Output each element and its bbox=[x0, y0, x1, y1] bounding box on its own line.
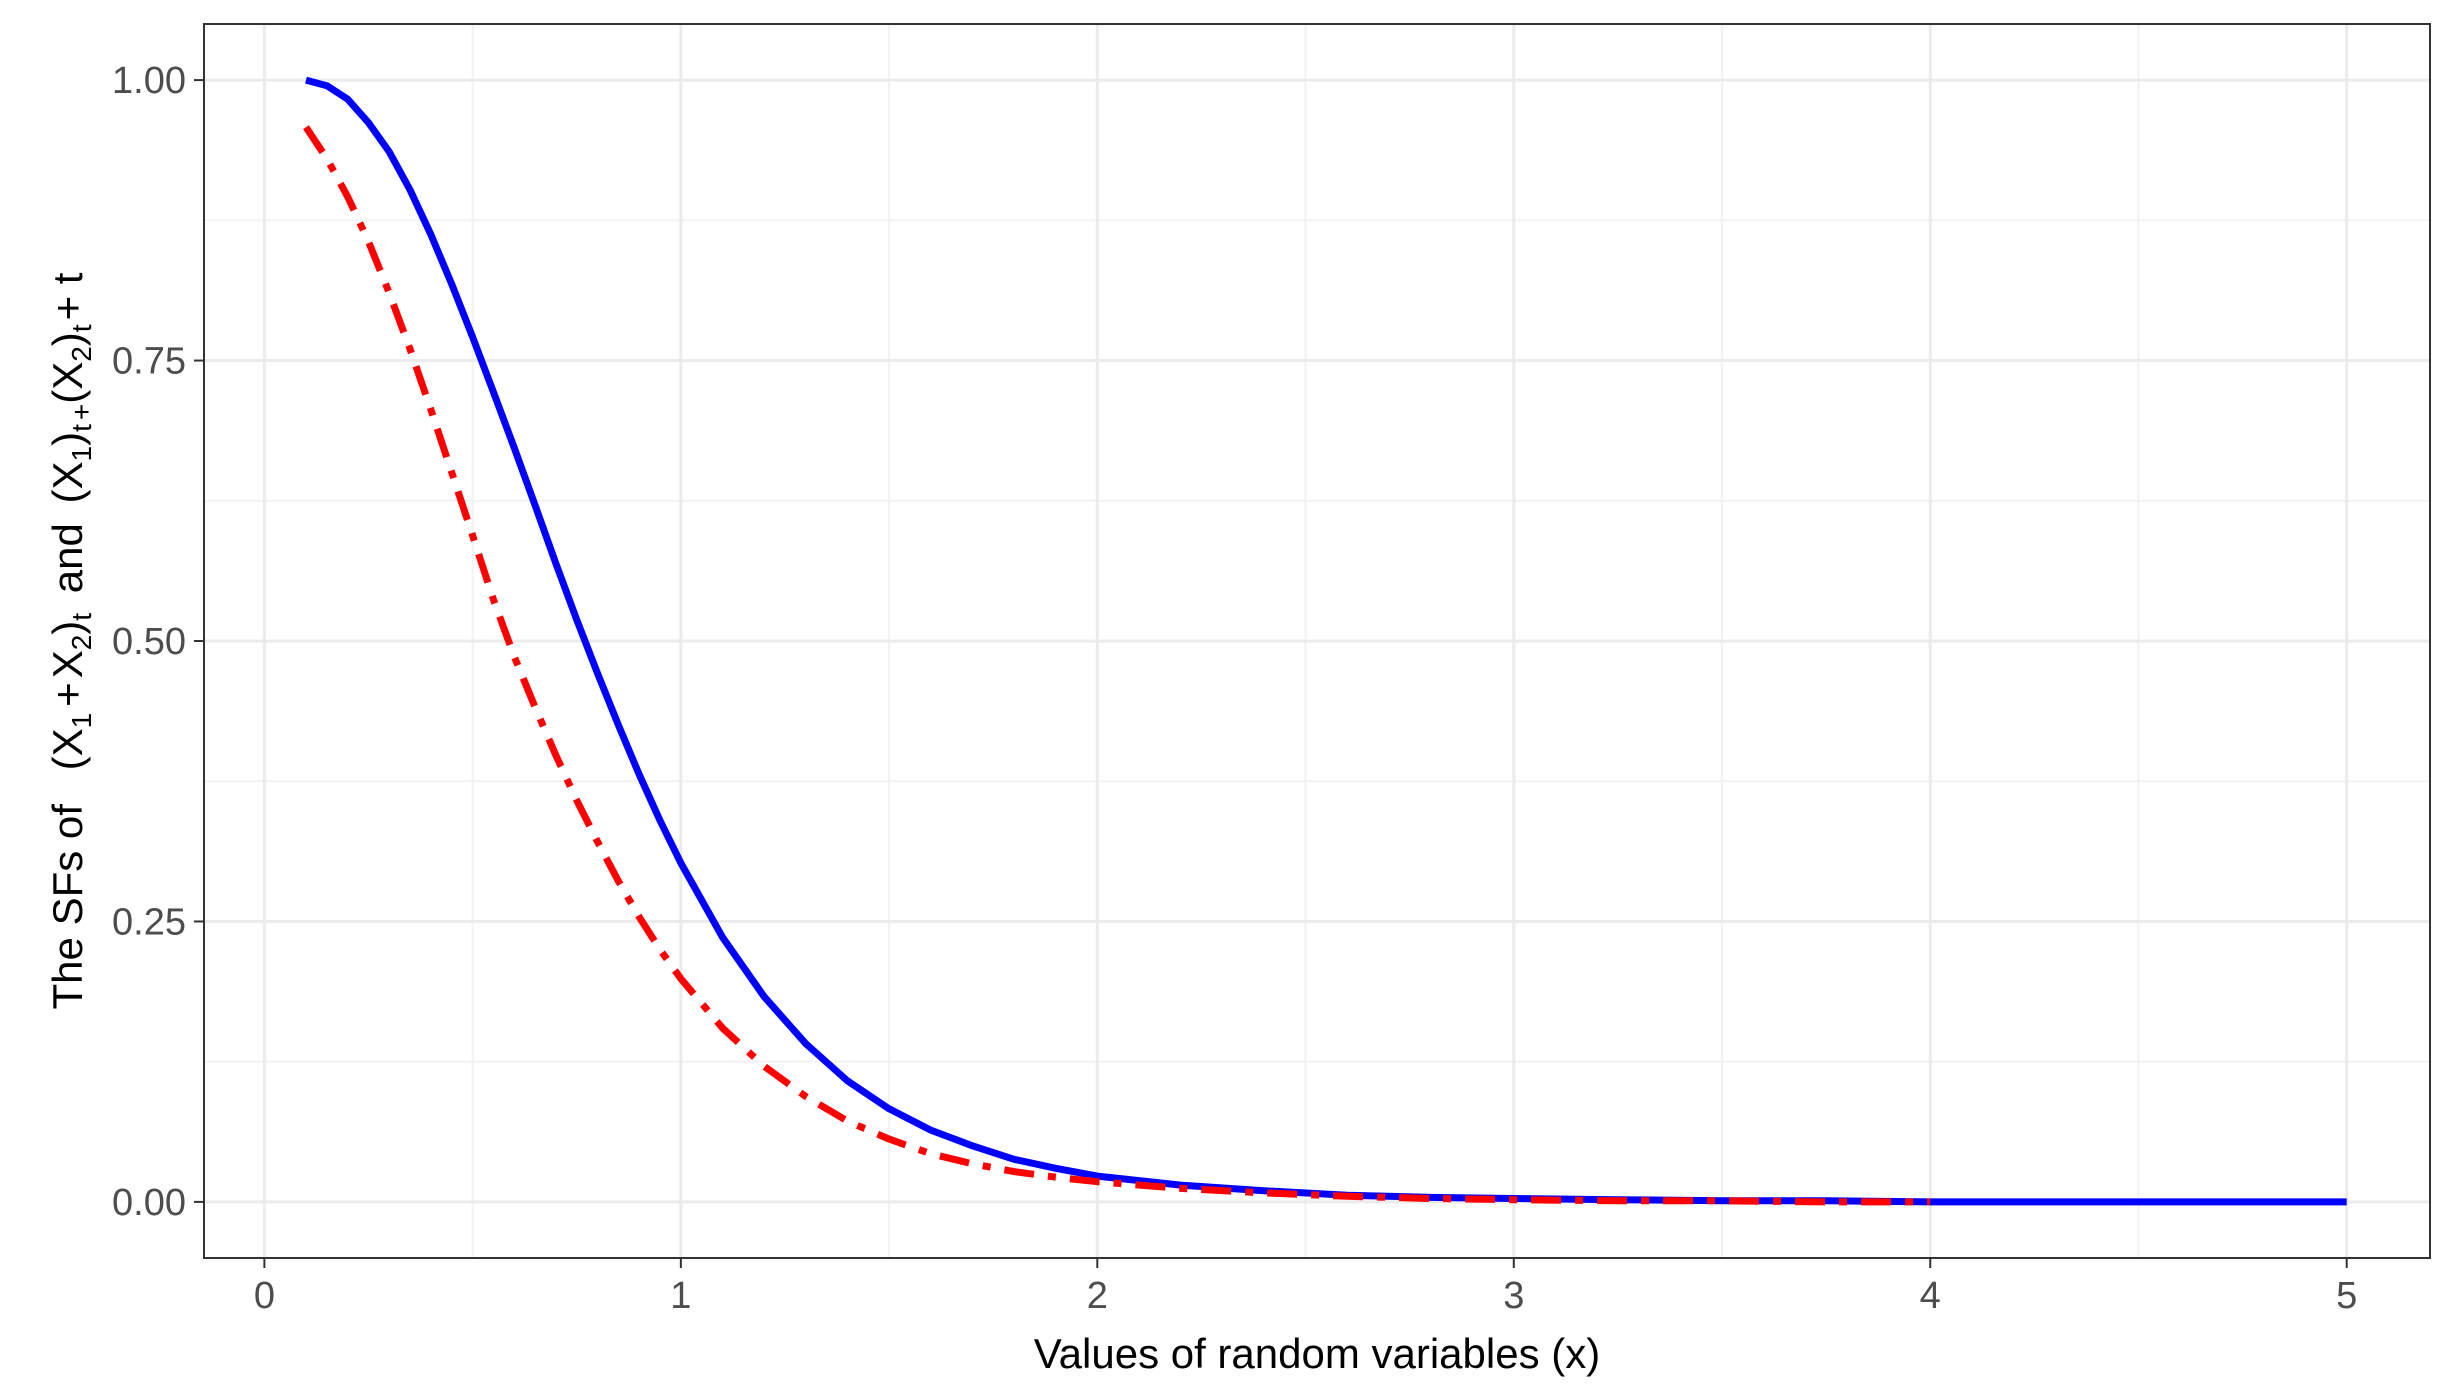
x-tick-label: 3 bbox=[1503, 1275, 1524, 1317]
series-layer bbox=[303, 76, 2347, 1206]
y-tick-label: 0.75 bbox=[112, 341, 186, 383]
y-axis-ticks: 0.00 0.25 0.50 0.75 1.00 bbox=[112, 60, 204, 1224]
y-tick-label: 0.50 bbox=[112, 621, 186, 663]
x-axis-title: Values of random variables (x) bbox=[1034, 1330, 1600, 1377]
y-title-prefix: The SFs of bbox=[44, 804, 91, 1010]
series-line-dashdot-red bbox=[303, 125, 1931, 1206]
x-tick-label: 4 bbox=[1920, 1275, 1941, 1317]
major-gridlines bbox=[204, 24, 2430, 1258]
y-tick-label: 0.00 bbox=[112, 1182, 186, 1224]
x-tick-label: 1 bbox=[670, 1275, 691, 1317]
x-axis-ticks: 0 1 2 3 4 5 bbox=[254, 1258, 2357, 1317]
x-tick-label: 5 bbox=[2336, 1275, 2357, 1317]
y-axis-title: The SFs of (X1+X2)t and (X1)t+(X2)t+ t bbox=[44, 272, 100, 1009]
x-tick-label: 0 bbox=[254, 1275, 275, 1317]
y-tick-label: 0.25 bbox=[112, 901, 186, 943]
x-tick-label: 2 bbox=[1087, 1275, 1108, 1317]
y-tick-label: 1.00 bbox=[112, 60, 186, 102]
